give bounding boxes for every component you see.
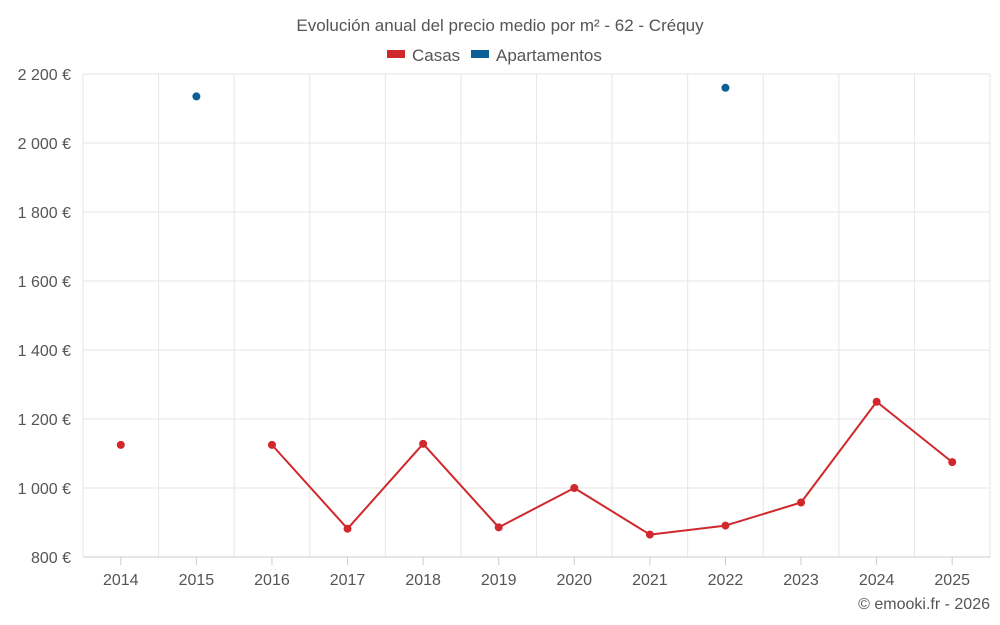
y-tick-label: 1 200 € <box>18 412 71 429</box>
legend-label-apartamentos: Apartamentos <box>496 46 602 65</box>
y-tick-label: 1 600 € <box>18 274 71 291</box>
x-tick-label: 2021 <box>632 572 668 589</box>
data-point[interactable] <box>494 523 503 532</box>
data-point[interactable] <box>797 498 806 507</box>
y-tick-label: 2 000 € <box>18 136 71 153</box>
data-point[interactable] <box>872 397 881 406</box>
data-point[interactable] <box>570 484 579 492</box>
x-tick-label: 2022 <box>708 572 744 589</box>
x-tick-label: 2024 <box>859 572 895 589</box>
y-tick-label: 1 800 € <box>18 205 71 222</box>
data-point[interactable] <box>419 439 428 448</box>
data-point[interactable] <box>721 83 730 92</box>
x-tick-label: 2016 <box>254 572 290 589</box>
data-point[interactable] <box>116 440 125 449</box>
series-line <box>271 400 953 536</box>
x-tick-label: 2020 <box>556 572 592 589</box>
y-tick-label: 1 000 € <box>18 481 71 498</box>
legend-swatch-casas <box>387 50 405 58</box>
x-tick-label: 2015 <box>179 572 215 589</box>
x-tick-label: 2025 <box>934 572 970 589</box>
y-tick-label: 800 € <box>31 550 71 567</box>
data-point[interactable] <box>948 458 957 467</box>
legend: Casas Apartamentos <box>387 46 602 65</box>
chart-title: Evolución anual del precio medio por m² … <box>296 16 704 35</box>
x-tick-label: 2019 <box>481 572 517 589</box>
data-point[interactable] <box>645 530 654 539</box>
x-tick-label: 2014 <box>103 572 139 589</box>
grid <box>82 73 991 557</box>
credit-text: © emooki.fr - 2026 <box>858 596 990 613</box>
x-tick-label: 2017 <box>330 572 366 589</box>
x-tick-label: 2023 <box>783 572 819 589</box>
series <box>116 83 957 539</box>
data-point[interactable] <box>721 521 730 530</box>
series-casas <box>116 397 957 539</box>
x-tick-label: 2018 <box>405 572 441 589</box>
legend-item-apartamentos[interactable]: Apartamentos <box>471 46 602 65</box>
legend-item-casas[interactable]: Casas <box>387 46 460 65</box>
y-tick-label: 2 200 € <box>18 67 71 84</box>
series-apartamentos <box>192 83 730 101</box>
data-point[interactable] <box>267 440 276 449</box>
data-point[interactable] <box>343 524 352 533</box>
y-tick-label: 1 400 € <box>18 343 71 360</box>
legend-swatch-apartamentos <box>471 50 489 58</box>
data-point[interactable] <box>192 92 201 101</box>
axes: 800 € 1 000 € 1 200 € 1 400 € 1 600 € 1 800 €… <box>18 67 990 589</box>
legend-label-casas: Casas <box>412 46 460 65</box>
